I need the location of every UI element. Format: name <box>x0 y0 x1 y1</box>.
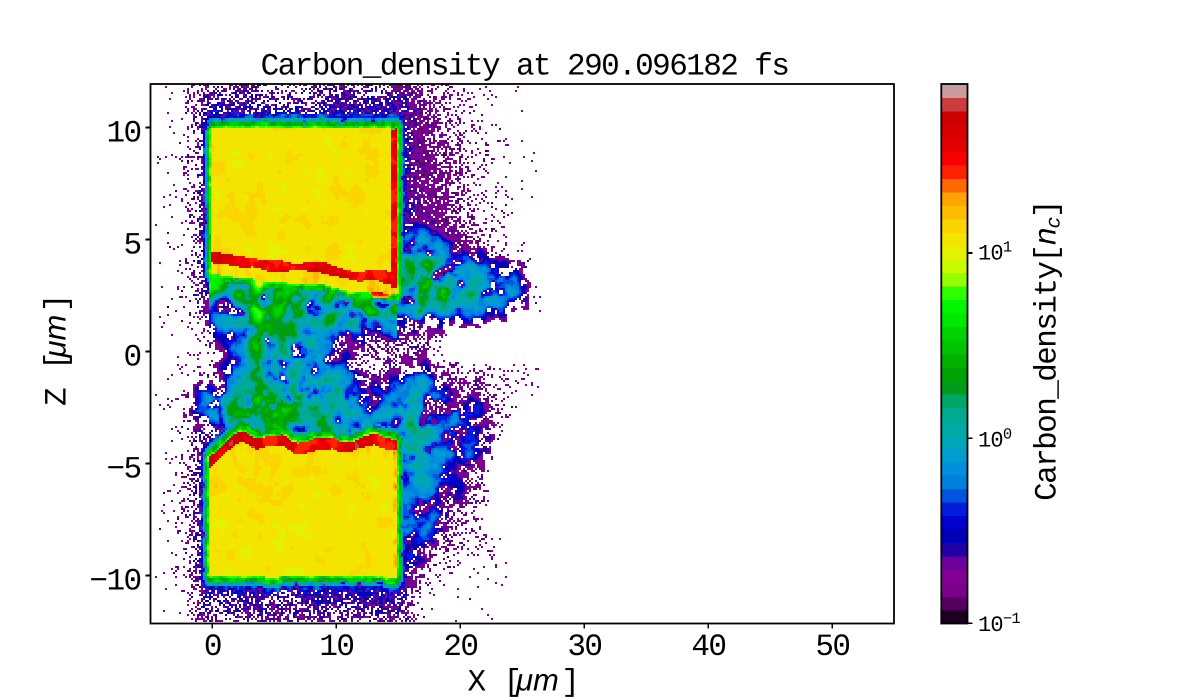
svg-text:101: 101 <box>978 239 1012 267</box>
svg-text:100: 100 <box>978 426 1012 454</box>
svg-text:X[μm]: X [μm] <box>468 663 579 700</box>
svg-text:10: 10 <box>319 630 353 665</box>
svg-text:Carbon_density at 290.096182 f: Carbon_density at 290.096182 fs <box>261 50 789 85</box>
svg-text:10−1: 10−1 <box>978 610 1020 638</box>
svg-text:Carbon_density[nc]: Carbon_density[nc] <box>1031 201 1067 501</box>
svg-text:0: 0 <box>204 630 221 665</box>
svg-text:5: 5 <box>123 229 140 264</box>
svg-text:−5: −5 <box>106 453 140 488</box>
svg-text:Z[μm]: Z[μm] <box>37 295 75 406</box>
svg-text:30: 30 <box>567 630 601 665</box>
svg-text:10: 10 <box>106 117 140 152</box>
svg-text:20: 20 <box>443 630 477 665</box>
svg-text:40: 40 <box>691 630 725 665</box>
svg-text:50: 50 <box>815 630 849 665</box>
svg-text:−10: −10 <box>89 565 140 600</box>
svg-text:0: 0 <box>123 341 140 376</box>
